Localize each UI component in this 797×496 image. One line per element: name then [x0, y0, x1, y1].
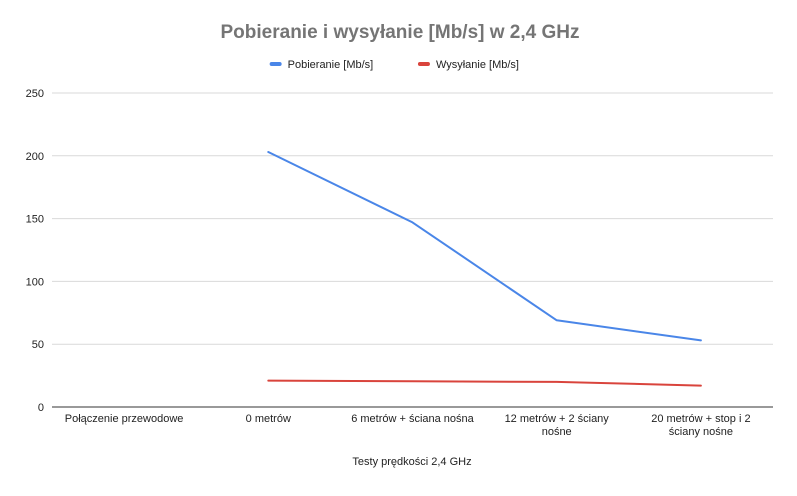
legend: Pobieranie [Mb/s] Wysyłanie [Mb/s]	[270, 59, 519, 71]
chart-title: Pobieranie i wysyłanie [Mb/s] w 2,4 GHz	[221, 22, 580, 43]
legend-item: Wysyłanie [Mb/s]	[418, 59, 519, 71]
gridlines	[52, 93, 773, 407]
y-tick-label: 150	[26, 214, 44, 226]
legend-label: Wysyłanie [Mb/s]	[436, 59, 519, 71]
y-axis-ticks: 0 50 100 150 200 250	[26, 88, 44, 414]
x-tick-label: 6 metrów + ściana nośna	[351, 413, 474, 425]
y-tick-label: 200	[26, 151, 44, 163]
y-tick-label: 0	[38, 402, 44, 414]
y-tick-label: 100	[26, 276, 44, 288]
legend-swatch	[270, 62, 282, 66]
y-tick-label: 50	[32, 339, 44, 351]
legend-label: Pobieranie [Mb/s]	[288, 59, 374, 71]
legend-item: Pobieranie [Mb/s]	[270, 59, 374, 71]
x-axis-ticks: Połączenie przewodowe 0 metrów 6 metrów + …	[65, 413, 751, 438]
x-tick-label: 0 metrów	[246, 413, 291, 425]
y-tick-label: 250	[26, 88, 44, 100]
x-tick-label: Połączenie przewodowe	[65, 413, 184, 425]
series-line	[268, 152, 701, 340]
series-lines	[268, 152, 701, 386]
series-line	[268, 381, 701, 386]
x-axis-title: Testy prędkości 2,4 GHz	[352, 456, 471, 468]
legend-swatch	[418, 62, 430, 66]
